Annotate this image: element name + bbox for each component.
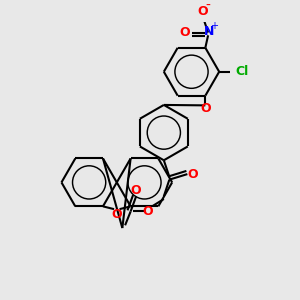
Text: O: O xyxy=(131,184,142,197)
Text: O: O xyxy=(142,205,152,218)
Text: O: O xyxy=(179,26,190,39)
Text: O: O xyxy=(200,102,211,115)
Text: -: - xyxy=(206,0,211,13)
Text: +: + xyxy=(210,22,218,32)
Text: Cl: Cl xyxy=(236,65,249,78)
Text: N: N xyxy=(204,25,215,38)
Text: O: O xyxy=(197,5,208,18)
Text: O: O xyxy=(188,168,198,181)
Text: O: O xyxy=(112,208,122,221)
